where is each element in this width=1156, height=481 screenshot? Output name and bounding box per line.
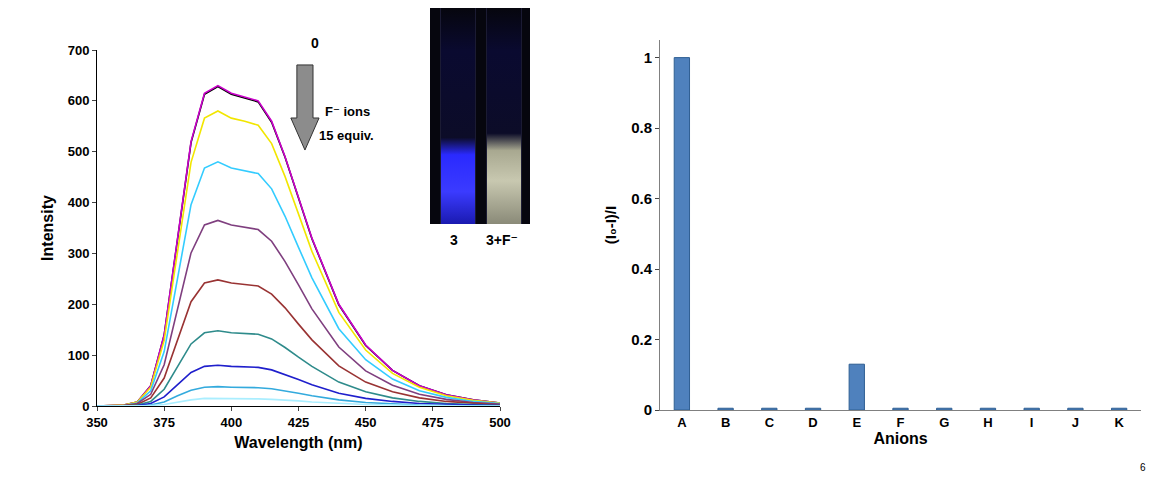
svg-text:475: 475	[422, 415, 444, 430]
svg-text:375: 375	[153, 415, 175, 430]
svg-text:400: 400	[220, 415, 242, 430]
svg-text:500: 500	[68, 144, 90, 159]
svg-text:0.6: 0.6	[631, 190, 652, 207]
svg-text:D: D	[808, 415, 817, 430]
svg-text:B: B	[721, 415, 730, 430]
svg-text:200: 200	[68, 297, 90, 312]
svg-text:0: 0	[82, 399, 89, 414]
svg-text:700: 700	[68, 43, 90, 58]
svg-text:Anions: Anions	[873, 430, 927, 447]
html-text:3+F⁻: 3+F⁻	[486, 232, 518, 248]
svg-text:0.8: 0.8	[631, 119, 652, 136]
svg-text:C: C	[765, 415, 775, 430]
svg-text:450: 450	[355, 415, 377, 430]
svg-text:Wavelength (nm): Wavelength (nm)	[234, 434, 362, 451]
svg-text:Intensity: Intensity	[39, 195, 56, 261]
svg-text:K: K	[1114, 415, 1124, 430]
svg-text:500: 500	[489, 415, 511, 430]
svg-text:15 equiv.: 15 equiv.	[319, 128, 374, 143]
svg-text:1: 1	[644, 49, 652, 66]
svg-text:100: 100	[68, 348, 90, 363]
html-text:3: 3	[450, 232, 458, 248]
svg-text:350: 350	[86, 415, 108, 430]
svg-text:I: I	[1030, 415, 1034, 430]
svg-text:A: A	[677, 415, 687, 430]
svg-text:0.2: 0.2	[631, 331, 652, 348]
svg-text:0.4: 0.4	[631, 260, 653, 277]
svg-text:E: E	[852, 415, 861, 430]
svg-text:0: 0	[311, 35, 319, 51]
svg-text:600: 600	[68, 93, 90, 108]
svg-text:400: 400	[68, 195, 90, 210]
svg-text:J: J	[1072, 415, 1079, 430]
svg-text:H: H	[983, 415, 992, 430]
svg-text:300: 300	[68, 246, 90, 261]
svg-text:F: F	[897, 415, 905, 430]
svg-text:G: G	[939, 415, 949, 430]
svg-text:F⁻ ions: F⁻ ions	[325, 104, 370, 119]
svg-text:425: 425	[288, 415, 310, 430]
html-text:6: 6	[1140, 462, 1146, 473]
svg-text:0: 0	[644, 401, 652, 418]
svg-text:(I₀-I)/I: (I₀-I)/I	[602, 206, 619, 244]
